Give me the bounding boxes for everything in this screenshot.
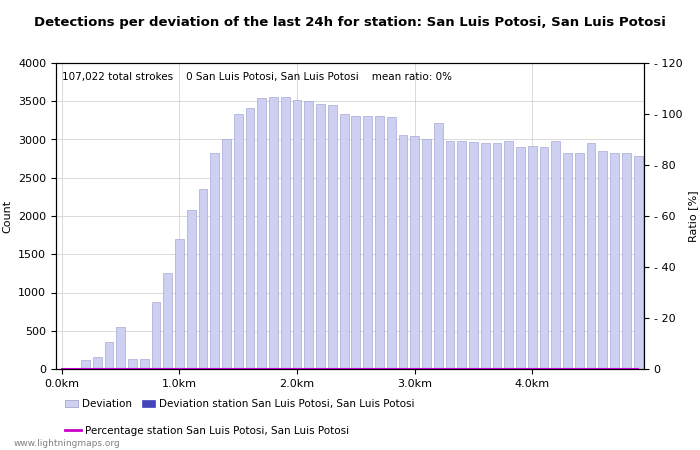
Bar bbox=[552, 141, 560, 369]
Bar bbox=[246, 108, 255, 369]
Text: www.lightningmaps.org: www.lightningmaps.org bbox=[14, 439, 120, 448]
Bar bbox=[363, 116, 372, 369]
Bar bbox=[293, 100, 302, 369]
Bar bbox=[92, 357, 102, 369]
Bar bbox=[375, 116, 384, 369]
Bar bbox=[104, 342, 113, 369]
Y-axis label: Count: Count bbox=[3, 199, 13, 233]
Bar bbox=[222, 140, 231, 369]
Bar bbox=[116, 327, 125, 369]
Bar bbox=[81, 360, 90, 369]
Bar bbox=[304, 101, 314, 369]
Bar bbox=[128, 359, 136, 369]
Bar bbox=[234, 114, 243, 369]
Bar bbox=[540, 147, 549, 369]
Bar bbox=[469, 142, 478, 369]
Bar bbox=[563, 153, 572, 369]
Bar bbox=[351, 116, 360, 369]
Bar bbox=[328, 105, 337, 369]
Bar bbox=[457, 141, 466, 369]
Text: 107,022 total strokes    0 San Luis Potosi, San Luis Potosi    mean ratio: 0%: 107,022 total strokes 0 San Luis Potosi,… bbox=[62, 72, 452, 82]
Bar bbox=[140, 359, 148, 369]
Bar bbox=[446, 141, 454, 369]
Bar bbox=[516, 147, 525, 369]
Bar bbox=[163, 273, 172, 369]
Bar bbox=[610, 153, 619, 369]
Bar bbox=[504, 141, 513, 369]
Bar bbox=[210, 153, 219, 369]
Bar bbox=[634, 156, 643, 369]
Bar bbox=[528, 146, 537, 369]
Bar bbox=[199, 189, 207, 369]
Legend: Percentage station San Luis Potosi, San Luis Potosi: Percentage station San Luis Potosi, San … bbox=[61, 422, 354, 440]
Text: Detections per deviation of the last 24h for station: San Luis Potosi, San Luis : Detections per deviation of the last 24h… bbox=[34, 16, 666, 29]
Bar bbox=[587, 143, 596, 369]
Bar bbox=[258, 98, 266, 369]
Bar bbox=[398, 135, 407, 369]
Y-axis label: Ratio [%]: Ratio [%] bbox=[688, 190, 698, 242]
Bar bbox=[175, 239, 184, 369]
Bar bbox=[281, 97, 290, 369]
Bar bbox=[410, 135, 419, 369]
Bar bbox=[340, 114, 349, 369]
Bar bbox=[152, 302, 160, 369]
Legend: Deviation, Deviation station San Luis Potosi, San Luis Potosi: Deviation, Deviation station San Luis Po… bbox=[61, 395, 419, 413]
Bar bbox=[386, 117, 395, 369]
Bar bbox=[598, 151, 608, 369]
Bar bbox=[422, 140, 430, 369]
Bar bbox=[187, 210, 196, 369]
Bar bbox=[270, 97, 278, 369]
Bar bbox=[434, 123, 442, 369]
Bar bbox=[316, 104, 325, 369]
Bar bbox=[622, 153, 631, 369]
Bar bbox=[481, 143, 490, 369]
Bar bbox=[493, 143, 501, 369]
Bar bbox=[575, 153, 584, 369]
